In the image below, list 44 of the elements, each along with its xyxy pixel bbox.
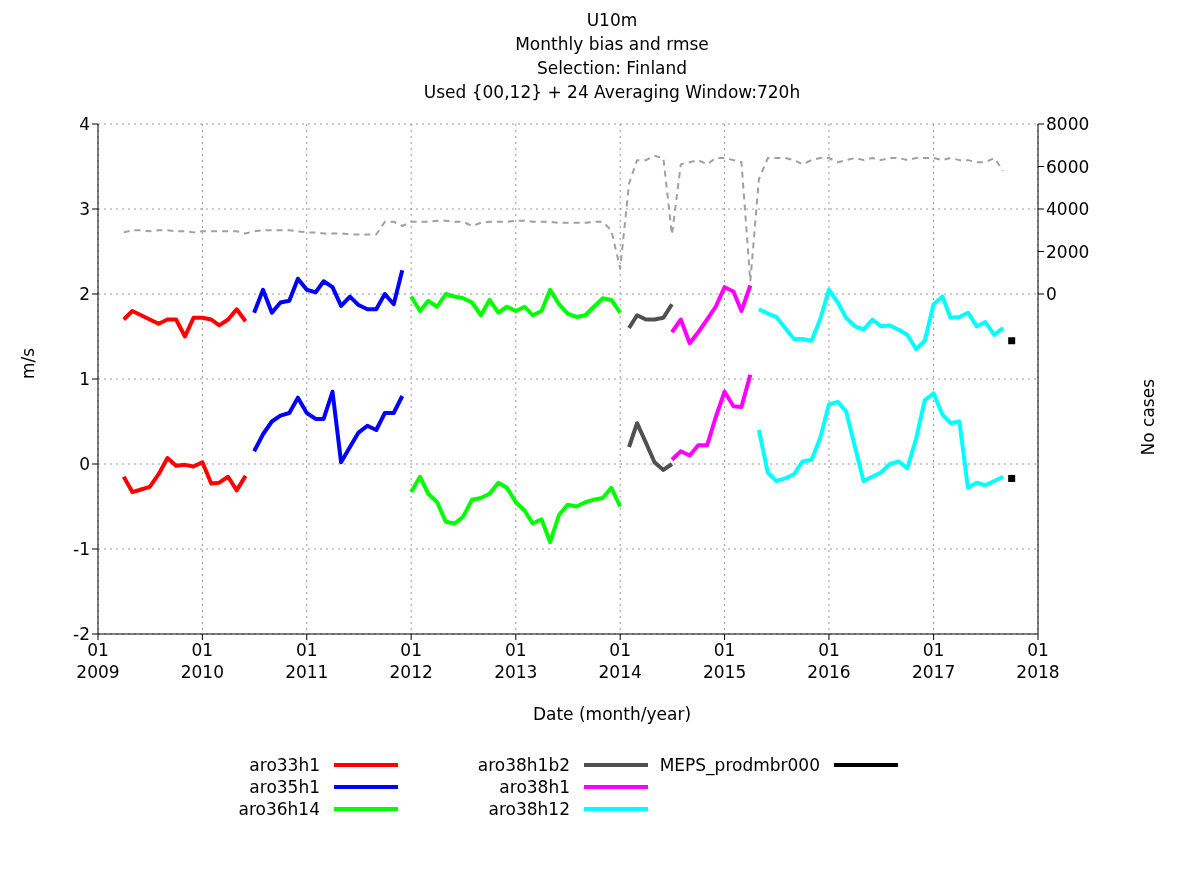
y-tick-label: 3 xyxy=(79,199,90,220)
line-series xyxy=(252,389,405,465)
y-tick-label: 2 xyxy=(79,284,90,305)
x-tick-label: 01 2012 xyxy=(389,640,433,682)
y-tick-label: 0 xyxy=(79,454,90,475)
legend-label: aro38h12 xyxy=(488,799,570,819)
legend-label: aro33h1 xyxy=(249,755,320,775)
legend-label: aro35h1 xyxy=(249,777,320,797)
line-series xyxy=(121,307,248,339)
legend-label: aro36h14 xyxy=(238,799,320,819)
chart-subtitle: Monthly bias and rmse Selection: Finland Used {00,12} + 24 Averaging Window:720h xyxy=(422,33,802,104)
line-series xyxy=(627,302,674,330)
chart-title: U10m xyxy=(585,9,639,32)
x-tick-label: 01 2016 xyxy=(807,640,851,682)
line-series xyxy=(409,474,623,545)
y2-tick-label: 6000 xyxy=(1046,156,1090,177)
y2-axis-title: No cases xyxy=(1138,378,1159,456)
y-axis-title: m/s xyxy=(18,347,39,379)
legend-label: MEPS_prodmbr000 xyxy=(659,755,820,775)
x-tick-label: 01 2017 xyxy=(911,640,956,682)
line-series xyxy=(409,287,623,319)
line-series xyxy=(627,421,674,472)
legend-label: aro38h1b2 xyxy=(477,755,570,775)
y-tick-label: -1 xyxy=(73,539,90,560)
x-tick-label: 01 2013 xyxy=(494,640,538,682)
y-tick-label: 1 xyxy=(79,369,90,390)
x-tick-label: 01 2018 xyxy=(1016,640,1060,682)
y-tick-label: 4 xyxy=(79,114,90,135)
line-series xyxy=(252,268,405,315)
line-series xyxy=(756,287,1006,352)
x-tick-label: 01 2010 xyxy=(180,640,225,682)
line-series xyxy=(669,283,753,346)
legend-label: aro38h1 xyxy=(499,777,570,797)
y2-tick-label: 0 xyxy=(1046,284,1057,305)
x-axis-title: Date (month/year) xyxy=(531,704,693,724)
line-series xyxy=(121,456,248,495)
x-tick-label: 01 2015 xyxy=(702,640,747,682)
y2-tick-label: 8000 xyxy=(1046,114,1090,135)
y2-tick-label: 2000 xyxy=(1046,241,1090,262)
line-series xyxy=(756,391,1006,490)
line-series xyxy=(669,372,753,462)
x-tick-label: 01 2011 xyxy=(285,640,329,682)
x-tick-label: 01 2014 xyxy=(598,640,642,682)
y2-tick-label: 4000 xyxy=(1046,199,1090,220)
